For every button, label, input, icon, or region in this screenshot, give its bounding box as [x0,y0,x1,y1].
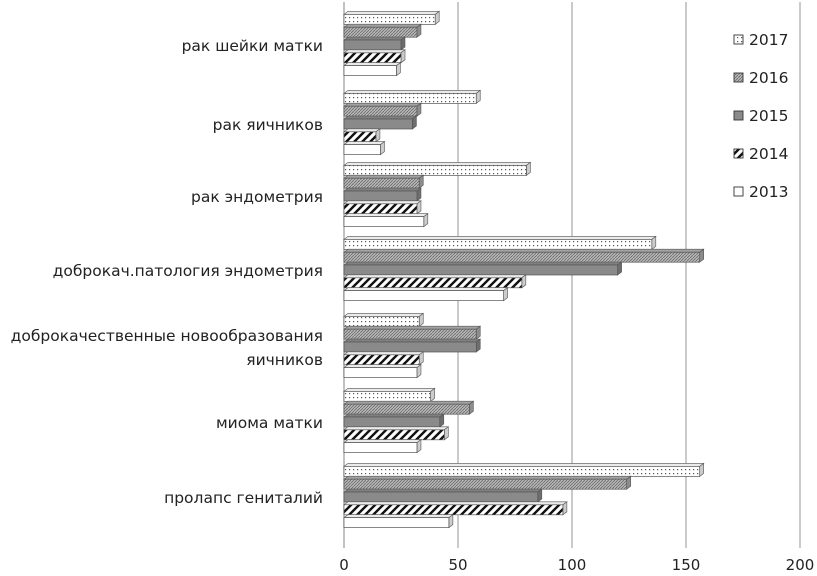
category-label: рак яичников [213,116,323,134]
bar-2017-7 [343,462,705,477]
bar-2014-1 [343,49,406,64]
bar-2017-2 [343,89,482,105]
bar-2014-3 [343,200,422,215]
category-label: доброкач.патология эндометрия [53,262,323,280]
legend-swatch [733,186,744,197]
legend-item-2017: 2017 [733,31,788,49]
bar-2014-7 [343,501,568,516]
x-tick-label: 0 [339,556,349,572]
bar-2017-3 [343,161,532,176]
legend-label: 2015 [749,107,788,125]
bar-2016-2 [343,102,422,117]
bar-2014-5 [343,351,425,366]
bar-2013-3 [343,213,429,228]
bar-2015-4 [343,261,623,276]
bar-2013-7 [343,513,454,529]
legend-label: 2017 [749,31,788,49]
legend-label: 2013 [749,183,788,201]
bar-2017-4 [343,235,657,250]
legend-swatch [733,148,744,159]
bar-2015-1 [343,36,406,51]
bar-2017-5 [343,312,425,327]
x-tick-label: 100 [558,556,587,572]
bar-2016-4 [343,248,705,263]
legend-swatch [733,110,744,121]
bar-2014-6 [343,426,450,441]
bar-2015-2 [343,115,418,130]
bar-2013-5 [343,364,422,379]
bar-2016-3 [343,174,425,189]
legend-item-2013: 2013 [733,183,788,201]
bar-2016-7 [343,475,632,490]
legend-item-2015: 2015 [733,107,788,125]
bar-2013-6 [343,439,422,454]
bar-2017-6 [343,387,436,402]
category-label: миома матки [216,414,323,432]
category-label: доброкачественные новообразования [11,327,323,345]
legend-item-2014: 2014 [733,145,788,163]
legend-swatch [733,72,744,83]
bar-2014-2 [343,128,381,143]
x-tick-label: 150 [672,556,701,572]
legend-swatch [733,34,744,45]
category-label: пролапс гениталий [164,489,323,507]
bar-2016-6 [343,400,475,415]
category-label: рак шейки матки [182,37,323,55]
bar-2015-3 [343,187,422,202]
bar-2015-7 [343,488,543,503]
bar-2017-1 [343,10,441,25]
legend-label: 2014 [749,145,788,163]
category-label: рак эндометрия [191,188,323,206]
bar-2013-1 [343,61,402,77]
bar-2014-4 [343,274,527,289]
category-label: яичников [246,351,323,369]
bar-2015-5 [343,338,482,353]
bar-2016-5 [343,325,482,340]
bar-2015-6 [343,413,445,428]
bar-2016-1 [343,23,422,38]
x-tick-label: 200 [786,556,815,572]
legend-label: 2016 [749,69,788,87]
bar-2013-2 [343,141,386,156]
legend-item-2016: 2016 [733,69,788,87]
x-tick-label: 50 [448,556,467,572]
bar-2013-4 [343,287,509,302]
